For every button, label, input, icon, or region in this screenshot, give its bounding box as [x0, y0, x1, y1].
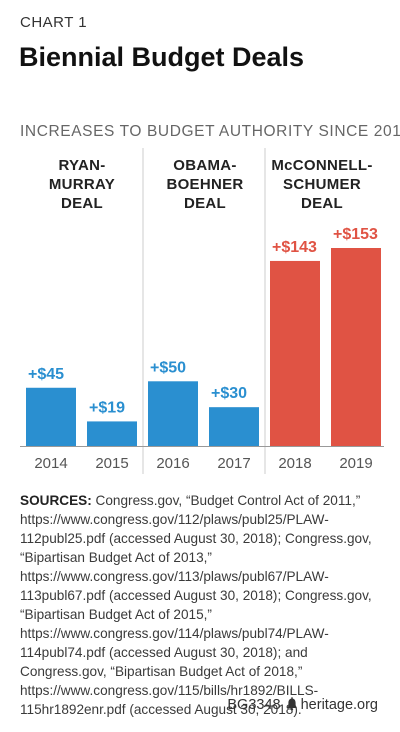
data-label: +$19 [89, 399, 125, 416]
group-label: DEAL [301, 195, 343, 212]
bar [270, 260, 320, 446]
x-tick-label: 2017 [217, 455, 250, 472]
chart-subtitle: INCREASES TO BUDGET AUTHORITY SINCE 2014 [20, 123, 400, 140]
x-tick-label: 2014 [34, 455, 67, 472]
bar [148, 381, 198, 446]
group-label: DEAL [184, 195, 226, 212]
chart-kicker: CHART 1 [20, 14, 88, 31]
chart-title: Biennial Budget Deals [19, 42, 305, 72]
bar [209, 407, 259, 446]
site-name: heritage.org [300, 697, 378, 713]
group-label: OBAMA- [173, 157, 236, 174]
data-label: +$30 [211, 385, 247, 402]
bar [26, 387, 76, 446]
group-label: DEAL [61, 195, 103, 212]
x-tick-label: 2016 [156, 455, 189, 472]
sources-label: SOURCES: [20, 493, 92, 508]
x-tick-label: 2018 [278, 455, 311, 472]
data-label: +$50 [150, 359, 186, 376]
data-label: +$153 [333, 226, 378, 243]
bar-chart: RYAN- MURRAY DEAL OBAMA- BOEHNER DEAL McCONNEL… [20, 148, 384, 474]
bar [331, 248, 381, 446]
group-label: MURRAY [49, 176, 115, 193]
data-label: +$45 [28, 366, 64, 383]
footer: BG3348 heritage.org [227, 697, 378, 713]
liberty-bell-icon [286, 697, 297, 711]
x-tick-label: 2015 [95, 455, 128, 472]
group-label: McCONNELL- [271, 157, 372, 174]
sources-note: SOURCES: Congress.gov, “Budget Control A… [20, 491, 384, 719]
group-label: SCHUMER [283, 176, 361, 193]
group-label: RYAN- [58, 157, 105, 174]
group-label: BOEHNER [166, 176, 243, 193]
x-tick-label: 2019 [339, 455, 372, 472]
sources-text: Congress.gov, “Budget Control Act of 201… [20, 493, 372, 717]
report-code: BG3348 [227, 697, 281, 713]
data-label: +$143 [272, 239, 317, 256]
bar [87, 421, 137, 446]
